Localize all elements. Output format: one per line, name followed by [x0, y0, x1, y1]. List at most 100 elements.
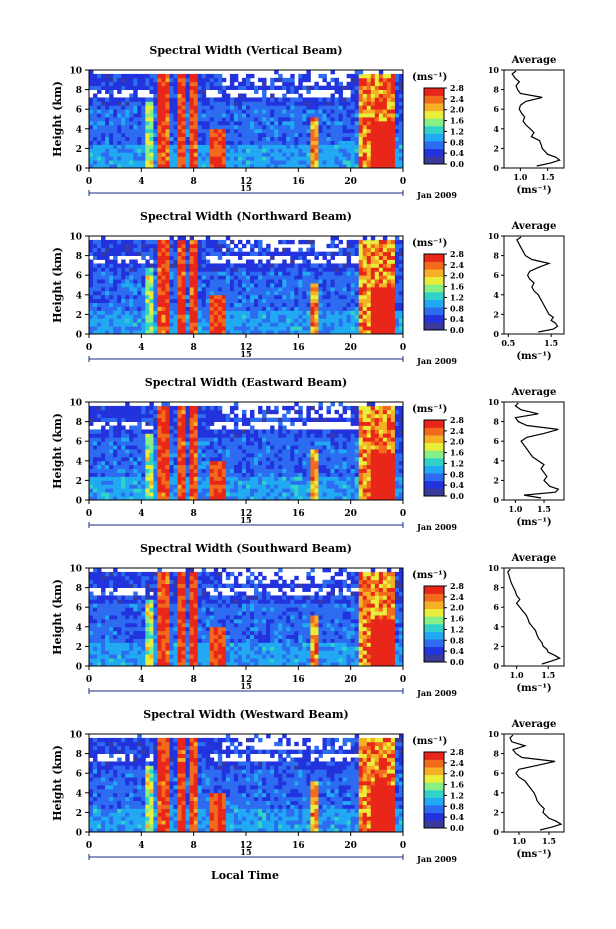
- heatmap-cell: [366, 259, 372, 264]
- heatmap-cell: [362, 148, 368, 153]
- heatmap-cell: [129, 330, 134, 335]
- heatmap-cell: [338, 294, 344, 300]
- heatmap-cell: [282, 160, 287, 165]
- heatmap-cell: [205, 275, 211, 280]
- heatmap-cell: [213, 85, 219, 90]
- heatmap-cell: [374, 239, 380, 245]
- heatmap-cell: [205, 425, 211, 430]
- heatmap-cell: [225, 105, 231, 110]
- heatmap-cell: [173, 294, 178, 300]
- heatmap-cell: [282, 472, 287, 477]
- heatmap-cell: [382, 275, 388, 280]
- heatmap-cell: [161, 271, 166, 276]
- heatmap-cell: [254, 460, 259, 466]
- heatmap-cell: [201, 445, 207, 450]
- heatmap-cell: [229, 160, 235, 165]
- heatmap-cell: [213, 271, 219, 276]
- heatmap-cell: [197, 164, 203, 169]
- heatmap-cell: [302, 259, 307, 264]
- heatmap-cell: [286, 97, 291, 102]
- heatmap-cell: [366, 73, 372, 79]
- heatmap-cell: [129, 259, 134, 264]
- heatmap-cell: [121, 322, 126, 327]
- heatmap-cell: [133, 77, 138, 83]
- heatmap-cell: [334, 251, 339, 256]
- heatmap-cell: [382, 105, 388, 110]
- heatmap-cell: [117, 152, 122, 157]
- heatmap-cell: [225, 93, 231, 98]
- heatmap-cell: [217, 132, 223, 138]
- heatmap-cell: [350, 152, 356, 157]
- heatmap-cell: [205, 472, 211, 477]
- heatmap-cell: [201, 294, 207, 300]
- heatmap-cell: [181, 128, 187, 134]
- heatmap-cell: [233, 85, 239, 90]
- heatmap-cell: [250, 468, 255, 473]
- heatmap-cell: [213, 247, 219, 253]
- heatmap-cell: [290, 117, 295, 122]
- heatmap-cell: [101, 318, 106, 323]
- heatmap-cell: [286, 279, 291, 284]
- heatmap-cell: [262, 156, 267, 161]
- heatmap-cell: [169, 425, 174, 430]
- heatmap-cell: [173, 452, 178, 458]
- heatmap-cell: [374, 124, 380, 130]
- heatmap-cell: [274, 140, 279, 145]
- heatmap-cell: [141, 322, 146, 327]
- heatmap-cell: [141, 460, 146, 466]
- heatmap-cell: [374, 251, 380, 256]
- heatmap-cell: [217, 117, 223, 122]
- heatmap-cell: [105, 441, 110, 446]
- heatmap-cell: [105, 464, 110, 470]
- heatmap-cell: [266, 290, 271, 296]
- heatmap-cell: [105, 160, 110, 165]
- heatmap-cell: [205, 85, 211, 90]
- heatmap-cell: [197, 85, 203, 90]
- heatmap-cell: [217, 472, 223, 477]
- heatmap-cell: [366, 318, 372, 323]
- heatmap-cell: [334, 89, 339, 94]
- heatmap-cell: [237, 290, 243, 296]
- heatmap-cell: [302, 480, 307, 485]
- heatmap-cell: [125, 120, 130, 126]
- heatmap-cell: [201, 136, 207, 141]
- heatmap-cell: [217, 136, 223, 141]
- heatmap-cell: [270, 136, 275, 141]
- heatmap-cell: [390, 120, 396, 126]
- heatmap-cell: [201, 429, 207, 434]
- heatmap-cell: [302, 298, 307, 304]
- heatmap-cell: [366, 85, 372, 90]
- heatmap-cell: [350, 314, 356, 319]
- heatmap-cell: [201, 259, 207, 264]
- heatmap-cell: [294, 449, 299, 454]
- heatmap-cell: [165, 402, 170, 407]
- heatmap-cell: [173, 148, 178, 153]
- heatmap-cell: [282, 425, 287, 430]
- heatmap-cell: [254, 314, 259, 319]
- heatmap-cell: [105, 286, 110, 292]
- heatmap-cell: [366, 306, 372, 311]
- heatmap-cell: [350, 136, 356, 141]
- heatmap-cell: [298, 310, 303, 315]
- heatmap-cell: [358, 70, 364, 75]
- heatmap-cell: [394, 77, 400, 83]
- heatmap-cell: [189, 279, 195, 284]
- heatmap-cell: [141, 441, 146, 446]
- heatmap-cell: [161, 417, 166, 422]
- heatmap-cell: [177, 460, 182, 466]
- heatmap-cell: [101, 77, 106, 83]
- heatmap-cell: [229, 283, 235, 288]
- heatmap-cell: [314, 101, 319, 106]
- heatmap-cell: [358, 290, 364, 296]
- heatmap-cell: [310, 124, 315, 130]
- heatmap-cell: [382, 271, 388, 276]
- heatmap-cell: [197, 152, 203, 157]
- heatmap-cell: [173, 468, 178, 473]
- heatmap-cell: [201, 73, 207, 79]
- heatmap-cell: [185, 120, 191, 126]
- heatmap-cell: [318, 298, 323, 304]
- heatmap-cell: [274, 117, 279, 122]
- heatmap-cell: [193, 492, 199, 497]
- heatmap-cell: [318, 120, 323, 126]
- heatmap-cell: [394, 109, 400, 114]
